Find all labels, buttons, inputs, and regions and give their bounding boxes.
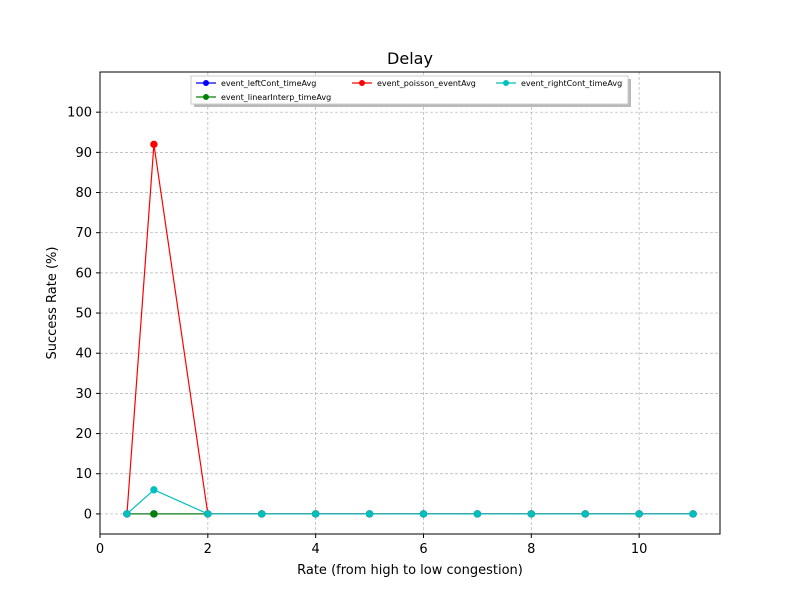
legend-item: event_leftCont_timeAvg (196, 79, 316, 88)
legend-marker (359, 80, 365, 86)
legend-marker (203, 80, 209, 86)
series-event_rightCont_timeAvg (123, 486, 697, 518)
y-tick-label: 0 (84, 507, 92, 522)
legend-box (190, 75, 629, 105)
legend-item: event_linearInterp_timeAvg (196, 93, 331, 102)
data-point (527, 510, 536, 518)
data-point (150, 140, 158, 149)
data-point (419, 510, 428, 518)
data-point (581, 510, 589, 518)
series-layer (123, 140, 697, 518)
data-point (150, 486, 158, 494)
y-tick-label: 70 (75, 226, 92, 241)
data-point (635, 510, 643, 518)
x-tick-label: 0 (96, 542, 104, 557)
data-point (123, 510, 131, 518)
series-line (126, 489, 694, 515)
chart-title: Delay (387, 49, 433, 68)
y-tick-label: 90 (75, 146, 92, 161)
data-point (150, 510, 158, 518)
x-tick-label: 8 (527, 542, 535, 557)
plot-frame (99, 71, 721, 535)
y-axis-label: Success Rate (%) (45, 247, 60, 360)
legend-label: event_rightCont_timeAvg (521, 79, 622, 88)
x-tick-label: 10 (631, 542, 648, 557)
data-point (311, 510, 320, 518)
y-tick-label: 20 (75, 427, 92, 442)
y-tick-label: 40 (75, 347, 92, 362)
x-tick-label: 6 (419, 542, 427, 557)
legend-label: event_linearInterp_timeAvg (221, 93, 331, 102)
data-point (258, 510, 266, 518)
grid-layer (99, 72, 720, 534)
x-tick-label: 4 (312, 542, 320, 557)
legend-label: event_leftCont_timeAvg (221, 79, 316, 88)
legend-marker (503, 80, 509, 86)
legend-marker (203, 94, 209, 100)
legend-label: event_poisson_eventAvg (377, 79, 476, 88)
y-tick-label: 10 (75, 467, 92, 482)
x-axis-label: Rate (from high to low congestion) (297, 563, 523, 578)
legend-item: event_rightCont_timeAvg (496, 79, 622, 88)
data-point (204, 510, 212, 518)
y-tick-label: 100 (67, 106, 92, 121)
data-point (365, 510, 374, 518)
data-point (689, 510, 697, 518)
y-tick-label: 80 (75, 186, 92, 201)
y-tick-label: 60 (75, 266, 92, 281)
y-tick-label: 30 (75, 387, 92, 402)
legend: event_leftCont_timeAvg event_linearInterp… (190, 75, 631, 107)
x-tick-label: 2 (204, 542, 212, 557)
legend-item: event_poisson_eventAvg (352, 79, 476, 88)
data-point (473, 510, 482, 518)
y-tick-label: 50 (75, 307, 92, 322)
